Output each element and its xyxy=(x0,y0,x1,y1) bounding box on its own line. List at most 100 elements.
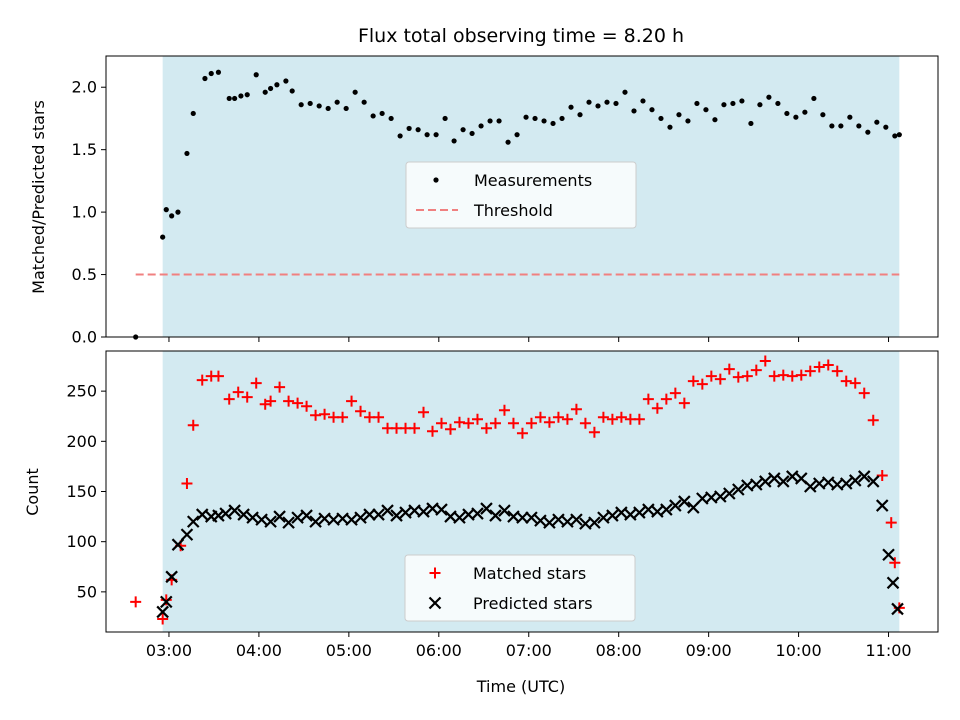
matched-star-point xyxy=(678,397,690,409)
matched-star-point xyxy=(759,355,771,367)
x-tick-label: 09:00 xyxy=(686,641,732,660)
measurement-point xyxy=(541,118,547,124)
matched-star-point xyxy=(651,402,663,414)
legend-box xyxy=(404,554,636,622)
measurement-point xyxy=(694,100,700,107)
predicted-star-point xyxy=(857,470,871,483)
y-tick-label: 0.5 xyxy=(72,265,97,284)
matched-star-point xyxy=(579,417,591,429)
measurement-point xyxy=(748,120,754,127)
predicted-star-point xyxy=(606,509,619,522)
matched-star-point xyxy=(543,416,555,428)
chart-title: Flux total observing time = 8.20 h xyxy=(358,25,684,47)
measurement-point xyxy=(283,78,289,84)
legend-marker xyxy=(429,567,441,579)
y-tick-label: 50 xyxy=(77,582,97,601)
predicted-star-point xyxy=(839,477,853,490)
measurement-point xyxy=(505,139,511,145)
measurement-point xyxy=(883,124,889,130)
matched-star-point xyxy=(130,596,142,608)
predicted-star-point xyxy=(480,502,493,515)
predicted-star-point xyxy=(882,548,895,562)
predicted-star-point xyxy=(750,478,763,491)
measurement-point xyxy=(577,112,583,118)
x-tick-label: 08:00 xyxy=(596,641,642,660)
predicted-star-point xyxy=(875,499,889,512)
measurement-point xyxy=(163,207,169,213)
matched-star-point xyxy=(471,413,483,425)
measurement-point xyxy=(829,123,835,129)
measurement-point xyxy=(184,150,190,157)
predicted-star-point xyxy=(435,503,448,516)
matched-star-point xyxy=(498,404,510,416)
top-panel-measurements: 0.0 0.5 1.0 1.5 2.0 Measurements Threshold xyxy=(72,55,939,347)
predicted-star-point xyxy=(291,511,304,524)
matched-star-point xyxy=(265,395,277,407)
measurement-point xyxy=(244,92,250,98)
measurement-point xyxy=(568,104,574,110)
measurement-point xyxy=(757,102,763,108)
predicted-star-point xyxy=(803,480,817,493)
measurement-point xyxy=(370,113,376,119)
series-dot-0 xyxy=(133,69,902,340)
measurement-point xyxy=(478,123,484,129)
predicted-star-point xyxy=(195,508,209,521)
measurement-point xyxy=(896,132,902,138)
measurement-point xyxy=(775,100,781,107)
matched-star-point xyxy=(885,517,897,529)
predicted-star-point xyxy=(381,504,394,517)
bottom-panel-counts: 50 100 150 200 250 03:00 04:00 05:00 06:00 07:00 0… xyxy=(66,350,939,660)
x-tick-label: 05:00 xyxy=(326,641,372,660)
predicted-star-point xyxy=(561,515,574,528)
measurement-point xyxy=(532,115,538,122)
y-tick-label: 150 xyxy=(66,482,97,501)
measurement-point xyxy=(397,133,403,139)
measurement-point xyxy=(523,114,529,120)
legend-label: Matched stars xyxy=(473,564,586,583)
measurement-point xyxy=(838,123,844,129)
predicted-star-point xyxy=(642,503,655,516)
predicted-star-point xyxy=(399,506,412,519)
measurement-point xyxy=(274,82,280,88)
measurement-point xyxy=(451,138,457,144)
measurement-point xyxy=(793,114,799,120)
measurement-point xyxy=(238,93,244,99)
matched-star-point xyxy=(570,403,582,415)
predicted-star-point xyxy=(212,509,225,522)
measurement-point xyxy=(208,70,214,77)
x-tick-label: 03:00 xyxy=(146,641,192,660)
matched-star-point xyxy=(301,400,313,412)
matched-star-point xyxy=(181,477,193,489)
matched-star-point xyxy=(319,408,331,420)
matched-star-point xyxy=(822,359,834,371)
predicted-star-point xyxy=(633,506,646,519)
measurement-point xyxy=(766,94,772,100)
measurement-point xyxy=(406,125,412,132)
matched-star-point xyxy=(418,406,430,418)
matched-star-point xyxy=(597,411,609,423)
measurement-point xyxy=(202,75,208,82)
matched-star-point xyxy=(660,393,672,405)
predicted-star-point xyxy=(866,475,880,488)
matched-star-point xyxy=(696,378,708,390)
matched-star-point xyxy=(858,387,870,399)
panel-frame xyxy=(105,55,939,338)
measurement-point xyxy=(802,109,808,115)
matched-star-point xyxy=(507,417,519,429)
predicted-star-point xyxy=(624,508,637,521)
measurement-point xyxy=(703,107,709,113)
predicted-star-point xyxy=(597,511,610,524)
predicted-star-point xyxy=(660,503,673,516)
measurement-point xyxy=(289,88,295,94)
predicted-star-point xyxy=(372,508,385,521)
predicted-star-point xyxy=(891,602,904,616)
predicted-star-point xyxy=(759,475,772,488)
predicted-star-point xyxy=(171,538,185,551)
predicted-star-point xyxy=(159,595,173,609)
matched-star-point xyxy=(642,393,654,405)
matched-star-point xyxy=(732,371,744,383)
measurement-point xyxy=(739,98,745,104)
measurement-point xyxy=(226,95,232,102)
predicted-star-point xyxy=(417,505,430,518)
matched-star-point xyxy=(489,417,501,429)
